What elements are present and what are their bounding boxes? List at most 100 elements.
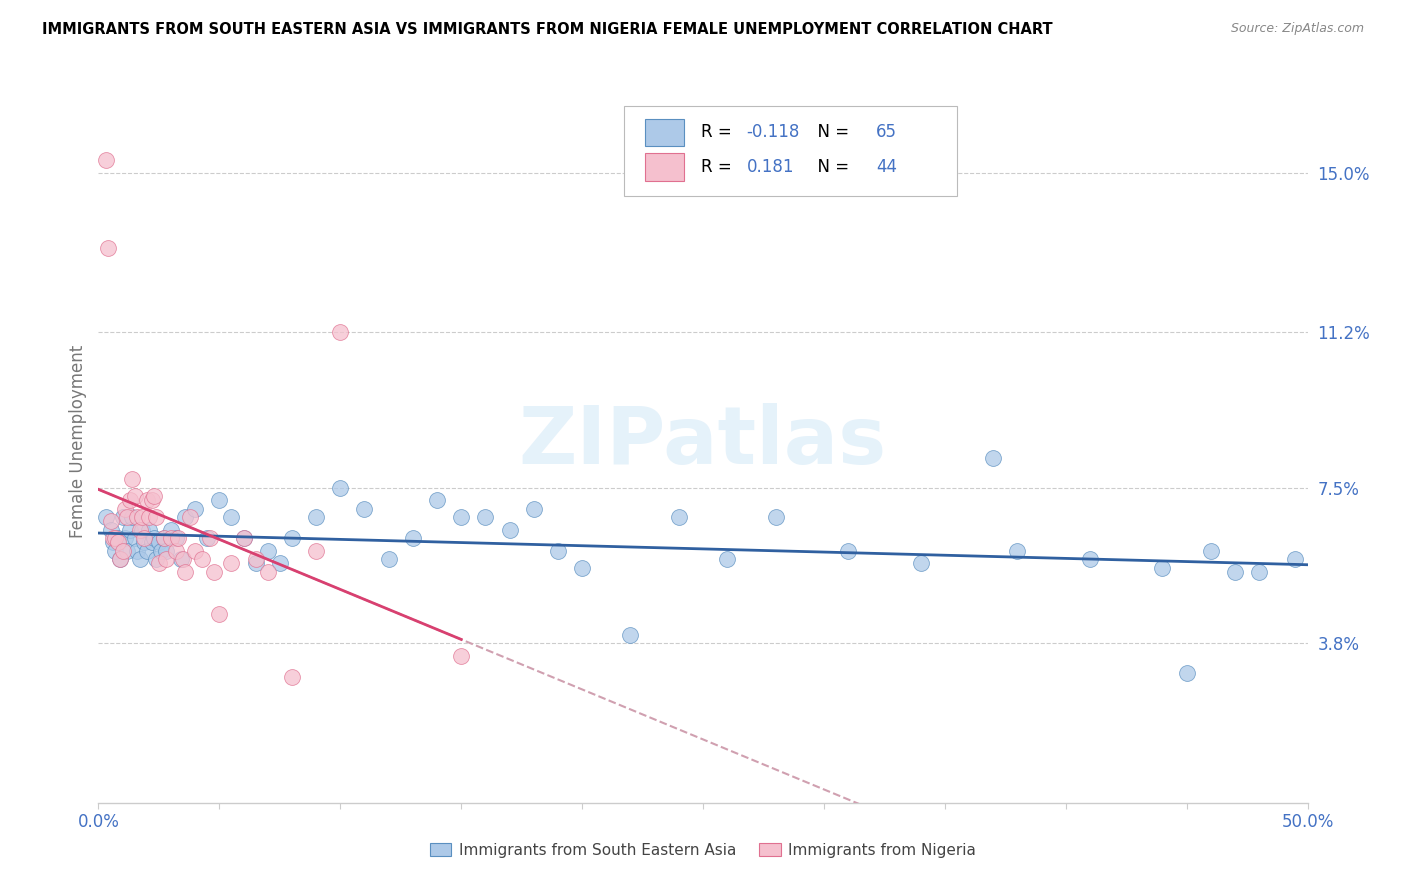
Point bbox=[305, 543, 328, 558]
Point bbox=[101, 531, 124, 545]
Point bbox=[1284, 552, 1306, 566]
Point bbox=[172, 552, 194, 566]
Point bbox=[1007, 543, 1029, 558]
Point bbox=[104, 543, 127, 558]
Text: N =: N = bbox=[807, 123, 855, 141]
Point bbox=[155, 552, 177, 566]
FancyBboxPatch shape bbox=[645, 153, 683, 181]
Point bbox=[160, 531, 183, 545]
Point bbox=[107, 535, 129, 549]
Point bbox=[107, 531, 129, 545]
Point bbox=[94, 510, 117, 524]
Point bbox=[450, 648, 472, 663]
Point bbox=[134, 531, 156, 545]
Point bbox=[245, 557, 267, 571]
Point bbox=[208, 607, 231, 621]
Point bbox=[160, 523, 183, 537]
Text: R =: R = bbox=[700, 158, 742, 176]
Point bbox=[114, 501, 136, 516]
Point bbox=[547, 543, 569, 558]
Point bbox=[152, 531, 174, 545]
Point bbox=[138, 510, 160, 524]
Point bbox=[191, 552, 214, 566]
Point bbox=[152, 531, 174, 545]
Point bbox=[426, 493, 449, 508]
Point bbox=[150, 543, 173, 558]
Point bbox=[668, 510, 690, 524]
Text: -0.118: -0.118 bbox=[747, 123, 800, 141]
Point bbox=[131, 523, 153, 537]
Text: 44: 44 bbox=[876, 158, 897, 176]
Point bbox=[145, 510, 167, 524]
Point bbox=[523, 501, 546, 516]
Text: 0.181: 0.181 bbox=[747, 158, 794, 176]
Point bbox=[118, 493, 141, 508]
Point bbox=[169, 552, 191, 566]
Point bbox=[329, 326, 352, 340]
Point bbox=[1249, 565, 1271, 579]
Point bbox=[100, 523, 122, 537]
Point bbox=[402, 531, 425, 545]
Point bbox=[108, 552, 131, 566]
FancyBboxPatch shape bbox=[624, 105, 957, 196]
Point bbox=[716, 552, 738, 566]
Point bbox=[121, 510, 143, 524]
Point bbox=[128, 523, 150, 537]
Point bbox=[179, 510, 201, 524]
Point bbox=[256, 565, 278, 579]
Point bbox=[114, 531, 136, 545]
Point bbox=[765, 510, 787, 524]
Point bbox=[138, 523, 160, 537]
Point bbox=[184, 543, 207, 558]
Point bbox=[141, 535, 163, 549]
Point bbox=[155, 543, 177, 558]
Point bbox=[256, 543, 278, 558]
Point bbox=[131, 510, 153, 524]
Point bbox=[450, 510, 472, 524]
Point bbox=[101, 535, 124, 549]
Point bbox=[128, 552, 150, 566]
Point bbox=[1199, 543, 1222, 558]
Point bbox=[104, 531, 127, 545]
Point bbox=[221, 510, 243, 524]
Point bbox=[1152, 560, 1174, 574]
Point bbox=[498, 523, 520, 537]
Point bbox=[111, 510, 134, 524]
Point bbox=[305, 510, 328, 524]
Point bbox=[135, 543, 157, 558]
Point bbox=[148, 557, 170, 571]
Point bbox=[208, 493, 231, 508]
Point bbox=[981, 451, 1004, 466]
Point bbox=[145, 552, 167, 566]
Point bbox=[143, 489, 166, 503]
Point bbox=[195, 531, 218, 545]
Point bbox=[198, 531, 221, 545]
Point bbox=[165, 543, 187, 558]
Text: ZIPatlas: ZIPatlas bbox=[519, 402, 887, 481]
Text: N =: N = bbox=[807, 158, 855, 176]
Point bbox=[111, 543, 134, 558]
Point bbox=[165, 531, 187, 545]
Point bbox=[127, 543, 149, 558]
Point bbox=[353, 501, 375, 516]
Point bbox=[232, 531, 254, 545]
Point bbox=[167, 531, 190, 545]
Legend: Immigrants from South Eastern Asia, Immigrants from Nigeria: Immigrants from South Eastern Asia, Immi… bbox=[423, 837, 983, 863]
Point bbox=[571, 560, 593, 574]
Point bbox=[1078, 552, 1101, 566]
Point bbox=[174, 510, 197, 524]
Point bbox=[474, 510, 496, 524]
Point bbox=[221, 557, 243, 571]
Text: R =: R = bbox=[700, 123, 737, 141]
Point bbox=[281, 670, 304, 684]
Point bbox=[148, 535, 170, 549]
Point bbox=[124, 531, 146, 545]
Point bbox=[108, 552, 131, 566]
Text: Source: ZipAtlas.com: Source: ZipAtlas.com bbox=[1230, 22, 1364, 36]
Point bbox=[269, 557, 291, 571]
Point bbox=[97, 241, 120, 255]
FancyBboxPatch shape bbox=[645, 119, 683, 146]
Point bbox=[141, 493, 163, 508]
Y-axis label: Female Unemployment: Female Unemployment bbox=[69, 345, 87, 538]
Point bbox=[118, 523, 141, 537]
